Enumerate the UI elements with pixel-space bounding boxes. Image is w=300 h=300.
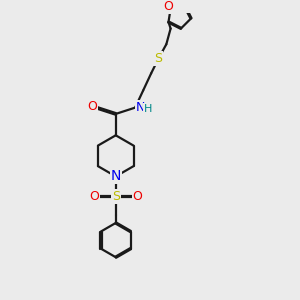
Text: S: S xyxy=(154,52,162,65)
Text: O: O xyxy=(133,190,142,203)
Text: H: H xyxy=(143,104,152,114)
Text: S: S xyxy=(112,190,120,203)
Text: N: N xyxy=(111,169,121,183)
Text: O: O xyxy=(87,100,97,113)
Text: N: N xyxy=(136,100,146,114)
Text: O: O xyxy=(164,0,173,13)
Text: O: O xyxy=(89,190,99,203)
